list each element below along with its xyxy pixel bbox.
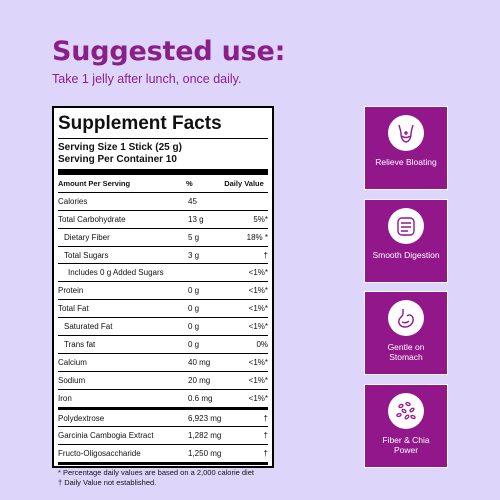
nutrient-amount: 3 g	[188, 250, 200, 260]
facts-row: Total Sugars 3 g †	[58, 247, 268, 265]
supplement-facts-panel: Supplement Facts Serving Size 1 Stick (2…	[52, 106, 274, 487]
facts-row: Iron 0.6 mg <1%*	[58, 390, 268, 407]
facts-row: Sodium 20 mg <1%*	[58, 372, 268, 390]
benefit-tile-stomach: Gentle on Stomach	[364, 291, 448, 376]
nutrient-name: Total Carbohydrate	[58, 214, 126, 224]
seeds-icon	[388, 392, 424, 429]
nutrient-daily-value: †	[263, 413, 268, 423]
footnotes: * Percentage daily values are based on a…	[58, 465, 268, 487]
nutrient-amount: 0 g	[188, 304, 200, 314]
footnote-daily-values: * Percentage daily values are based on a…	[58, 468, 254, 478]
divider-thick	[58, 169, 268, 175]
nutrient-name: Total Fat	[58, 304, 89, 314]
benefit-tile-digestion: Smooth Digestion	[364, 198, 448, 283]
servings-per-container: Serving Per Container 10	[58, 154, 177, 165]
nutrient-amount: 1,282 mg	[188, 431, 222, 441]
benefit-label: Gentle on Stomach	[387, 342, 425, 363]
facts-header-row: Amount Per Serving % Daily Value	[58, 175, 268, 193]
nutrient-name: Trans fat	[64, 339, 96, 349]
nutrient-name: Dietary Fiber	[64, 232, 110, 242]
nutrient-name: Saturated Fat	[64, 322, 113, 332]
benefit-label: Relieve Bloating	[375, 157, 437, 167]
facts-row: Garcinia Cambogia Extract 1,282 mg †	[58, 427, 268, 446]
nutrient-amount: 0 g	[188, 286, 200, 296]
nutrient-daily-value: 0%	[256, 339, 268, 349]
nutrient-name: Garcinia Cambogia Extract	[58, 431, 154, 441]
nutrient-amount: 20 mg	[188, 375, 211, 385]
stomach-icon	[388, 300, 424, 337]
nutrient-amount: 0.6 mg	[188, 393, 213, 403]
nutrient-daily-value: <1%*	[248, 268, 268, 278]
nutrient-amount: 5 g	[188, 232, 200, 242]
nutrient-daily-value: †	[263, 431, 268, 441]
nutrient-amount: 13 g	[188, 214, 204, 224]
header-daily-value: Daily Value	[224, 178, 264, 188]
nutrient-daily-value: <1%*	[248, 286, 268, 296]
benefit-tile-fiber: Fiber & Chia Power	[364, 383, 448, 468]
header-percent: %	[186, 178, 193, 188]
divider-medium	[58, 406, 268, 410]
nutrient-daily-value: †	[263, 449, 268, 459]
facts-row: Includes 0 g Added Sugars <1%*	[58, 264, 268, 283]
benefits-column: Relieve Bloating Smooth Digestion Gentle…	[364, 106, 448, 468]
facts-row: Calcium 40 mg <1%*	[58, 354, 268, 372]
nutrient-amount: 0 g	[188, 322, 200, 332]
usage-text: Take 1 jelly after lunch, once daily.	[52, 72, 242, 86]
facts-row: Polydextrose 6,923 mg †	[58, 410, 268, 428]
serving-size: Serving Size 1 Stick (25 g)	[58, 142, 182, 153]
blend-rows: Polydextrose 6,923 mg † Garcinia Cambogia E…	[58, 410, 268, 466]
intestine-icon	[388, 207, 424, 244]
nutrient-amount: 40 mg	[188, 357, 211, 367]
nutrient-name: Calories	[58, 196, 88, 206]
footnote-not-established: † Daily Value not established.	[58, 477, 157, 487]
facts-row: Total Carbohydrate 13 g 5%*	[58, 211, 268, 229]
nutrient-daily-value: <1%*	[248, 375, 268, 385]
header-amount-per-serving: Amount Per Serving	[58, 178, 131, 188]
nutrient-name: Total Sugars	[64, 250, 109, 260]
benefit-label: Smooth Digestion	[372, 249, 440, 260]
facts-row: Saturated Fat 0 g <1%*	[58, 318, 268, 337]
nutrient-daily-value: †	[263, 250, 268, 260]
bloating-icon	[388, 115, 424, 151]
facts-title: Supplement Facts	[58, 112, 268, 139]
benefit-label: Fiber & Chia Power	[382, 434, 430, 455]
nutrient-daily-value: <1%*	[248, 357, 268, 367]
nutrient-name: Fructo-Oligosaccharide	[58, 449, 141, 459]
facts-row: Dietary Fiber 5 g 18% *	[58, 229, 268, 247]
facts-row: Total Fat 0 g <1%*	[58, 300, 268, 319]
nutrient-name: Calcium	[58, 357, 87, 367]
nutrient-rows: Calories 45 Total Carbohydrate 13 g 5%* Dieta…	[58, 193, 268, 407]
facts-row: Trans fat 0 g 0%	[58, 336, 268, 354]
nutrient-daily-value: <1%*	[248, 322, 268, 332]
nutrient-name: Protein	[58, 286, 84, 296]
facts-row: Calories 45	[58, 193, 268, 211]
nutrient-amount: 0 g	[188, 339, 200, 349]
nutrient-name: Polydextrose	[58, 413, 105, 423]
nutrient-daily-value: <1%*	[248, 393, 268, 403]
nutrient-name: Includes 0 g Added Sugars	[68, 268, 164, 278]
nutrient-amount: 45	[188, 196, 197, 206]
benefit-tile-bloating: Relieve Bloating	[364, 106, 448, 190]
nutrient-daily-value: 5%*	[253, 214, 268, 224]
nutrient-daily-value: <1%*	[248, 304, 268, 314]
nutrient-amount: 6,923 mg	[188, 413, 222, 423]
facts-row: Fructo-Oligosaccharide 1,250 mg †	[58, 445, 268, 466]
nutrient-name: Sodium	[58, 375, 86, 385]
nutrient-name: Iron	[58, 393, 72, 403]
facts-row: Protein 0 g <1%*	[58, 282, 268, 301]
nutrient-amount: 1,250 mg	[188, 449, 222, 459]
nutrient-daily-value: 18% *	[246, 232, 268, 242]
headline: Suggested use:	[52, 36, 286, 67]
